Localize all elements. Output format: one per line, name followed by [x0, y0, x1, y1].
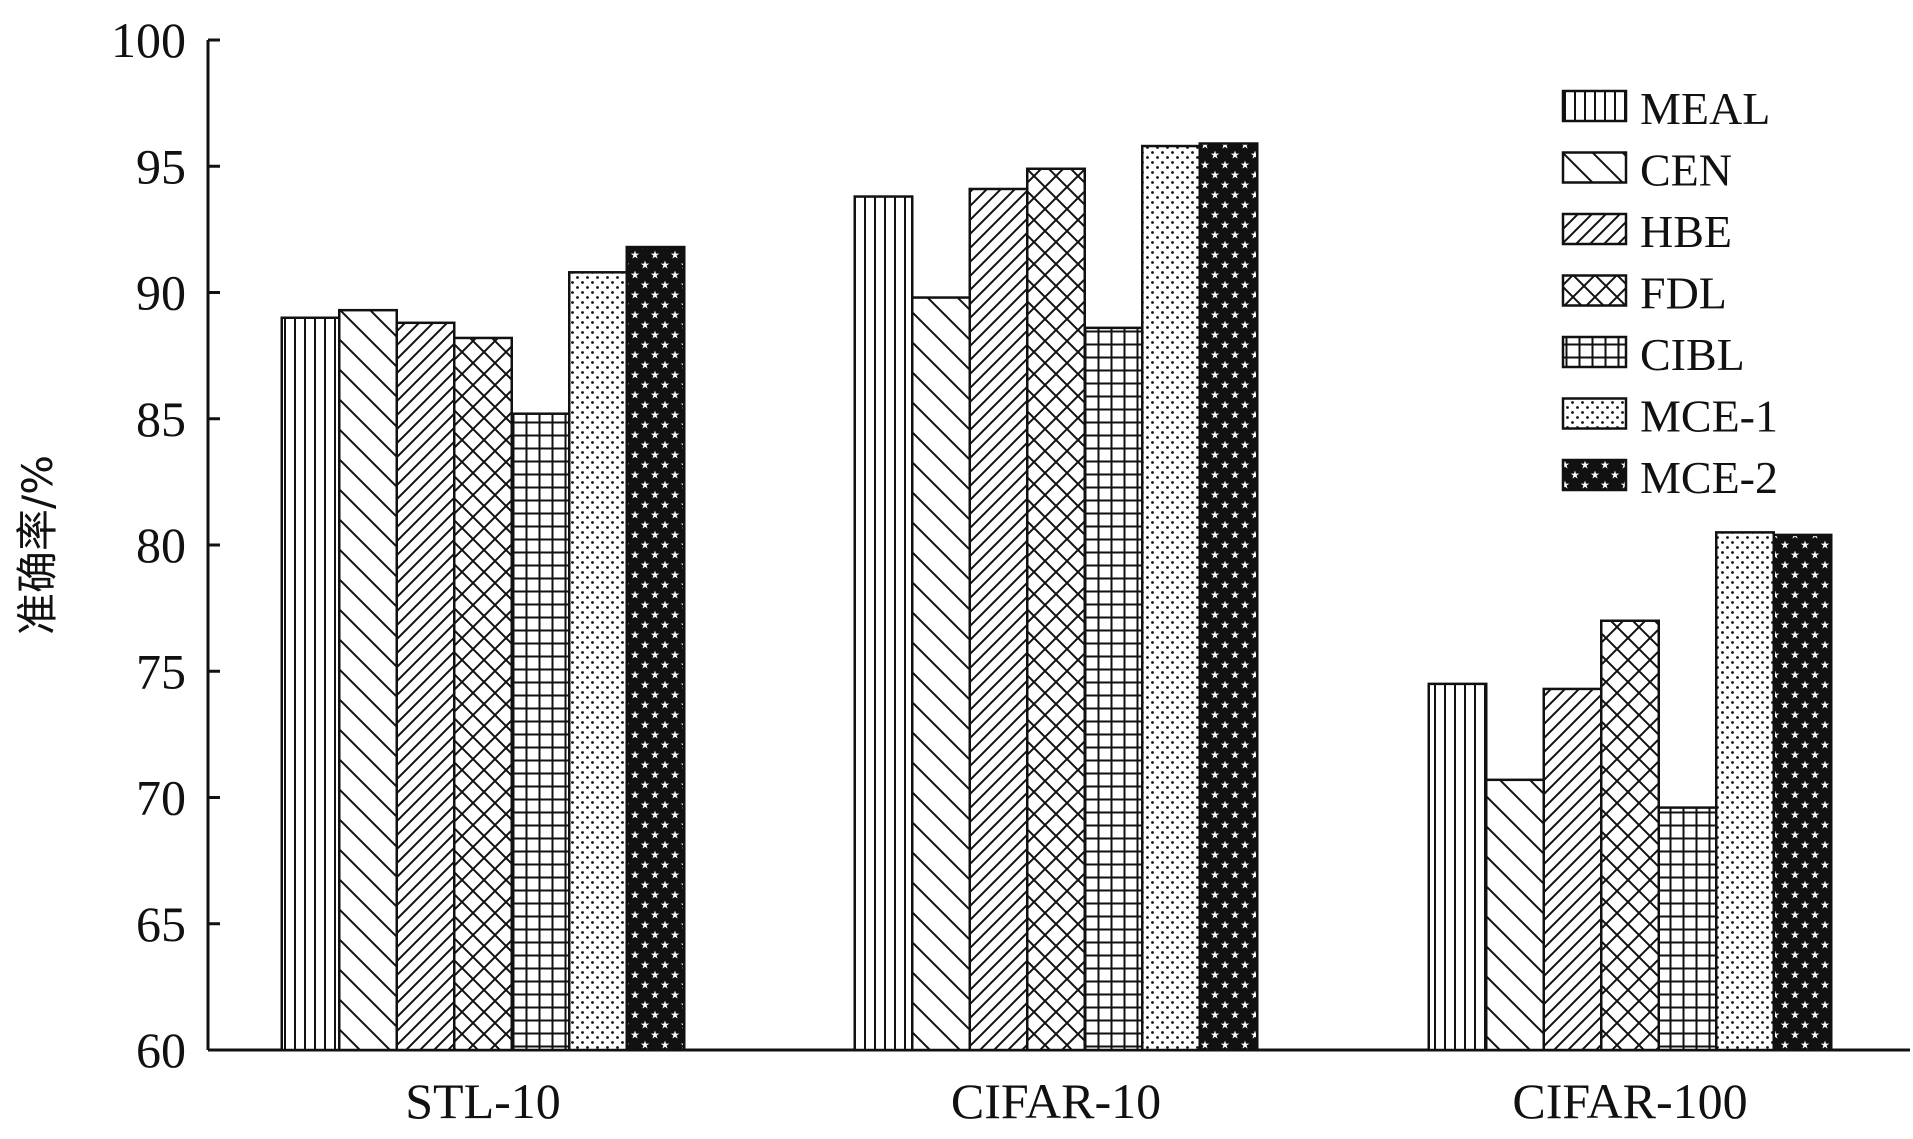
legend-swatch-cibl	[1561, 335, 1628, 369]
bar-meal-cifar-100	[1427, 682, 1488, 1052]
bar-fdl-stl-10	[453, 336, 513, 1052]
bar-fdl-cifar-100	[1600, 619, 1660, 1052]
legend-label-cibl: CIBL	[1640, 329, 1745, 380]
legend-swatch-mce-2	[1561, 458, 1628, 492]
bar-hbe-stl-10	[395, 321, 456, 1052]
y-tick-label: 85	[136, 391, 186, 447]
bar-meal-stl-10	[280, 316, 341, 1052]
x-category-label: STL-10	[405, 1073, 561, 1129]
legend-label-cen: CEN	[1640, 145, 1732, 196]
bar-cibl-cifar-10	[1083, 326, 1144, 1052]
bar-cibl-stl-10	[510, 412, 571, 1052]
bar-marks	[280, 142, 1833, 1052]
x-category-label: CIFAR-10	[951, 1073, 1161, 1129]
legend-swatch-fdl	[1561, 274, 1628, 307]
bar-mce-1-cifar-10	[1141, 144, 1201, 1052]
bar-mce-2-cifar-10	[1198, 142, 1259, 1052]
legend-label-mce-1: MCE-1	[1640, 391, 1778, 442]
y-tick-label: 80	[136, 517, 186, 573]
bar-hbe-cifar-100	[1542, 687, 1603, 1052]
y-axis-ticks: 60 65 70 75 80 85 90 95 100	[111, 12, 220, 1078]
y-tick-label: 75	[136, 643, 186, 699]
legend-label-fdl: FDL	[1640, 268, 1727, 319]
legend-swatch-meal	[1561, 89, 1628, 123]
y-tick-label: 95	[136, 138, 186, 194]
bar-meal-cifar-10	[853, 195, 914, 1052]
bar-mce-2-stl-10	[625, 245, 686, 1052]
legend-label-hbe: HBE	[1640, 206, 1732, 257]
legend-swatch-mce-1	[1561, 397, 1628, 430]
bar-cen-cifar-10	[911, 296, 971, 1052]
legend: MEAL CEN HBE FDL CIBL MCE-1 MCE-2	[1561, 83, 1778, 503]
y-axis-title: 准确率/%	[13, 455, 62, 635]
bar-mce-2-cifar-100	[1772, 533, 1833, 1052]
bar-hbe-cifar-10	[968, 187, 1029, 1052]
y-tick-label: 70	[136, 770, 186, 826]
x-category-label: CIFAR-100	[1512, 1073, 1747, 1129]
y-tick-label: 100	[111, 12, 186, 68]
bar-fdl-cifar-10	[1026, 167, 1086, 1052]
bar-cen-stl-10	[338, 308, 398, 1052]
legend-swatch-cen	[1561, 151, 1628, 184]
bar-cibl-cifar-100	[1657, 806, 1718, 1052]
y-tick-label: 65	[136, 896, 186, 952]
bar-mce-1-stl-10	[568, 271, 628, 1052]
legend-swatch-hbe	[1561, 212, 1628, 246]
y-tick-label: 90	[136, 265, 186, 321]
y-tick-label: 60	[136, 1022, 186, 1078]
bar-cen-cifar-100	[1485, 778, 1545, 1052]
bar-mce-1-cifar-100	[1715, 531, 1775, 1052]
legend-label-mce-2: MCE-2	[1640, 452, 1778, 503]
category-labels: STL-10 CIFAR-10 CIFAR-100	[405, 1073, 1747, 1129]
legend-label-meal: MEAL	[1640, 83, 1770, 134]
